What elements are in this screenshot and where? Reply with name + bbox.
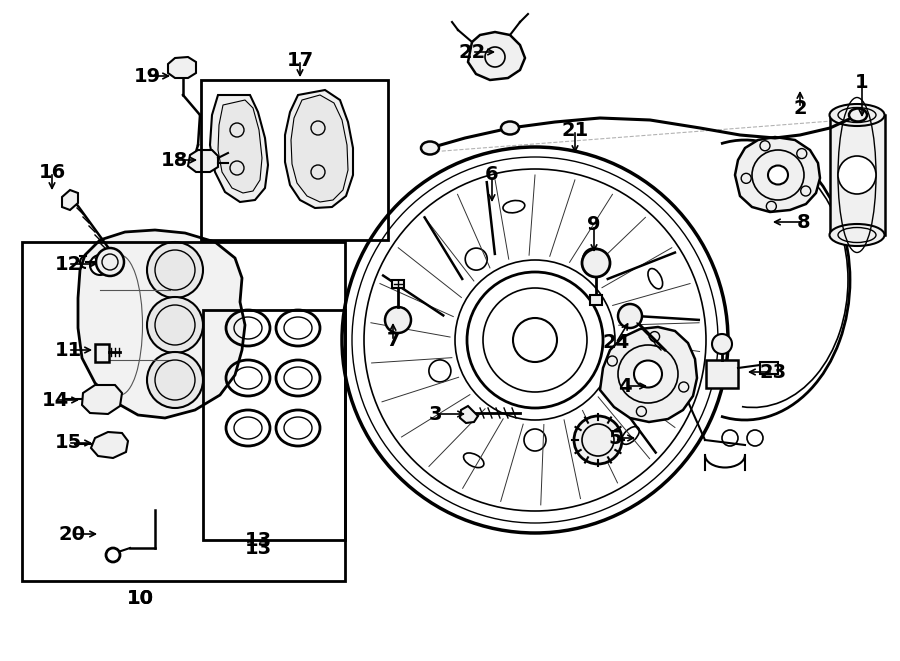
Polygon shape	[600, 327, 697, 422]
Polygon shape	[78, 230, 245, 418]
Polygon shape	[735, 137, 820, 212]
Ellipse shape	[830, 224, 885, 246]
Text: 10: 10	[127, 588, 154, 607]
Circle shape	[90, 255, 110, 275]
Polygon shape	[168, 57, 196, 78]
Polygon shape	[218, 100, 262, 193]
Circle shape	[513, 318, 557, 362]
Circle shape	[96, 248, 124, 276]
Circle shape	[712, 334, 732, 354]
Polygon shape	[210, 95, 268, 202]
Ellipse shape	[421, 141, 439, 155]
Text: 12: 12	[54, 254, 82, 274]
Bar	[392, 280, 404, 288]
Circle shape	[618, 304, 642, 328]
Bar	[201, 80, 388, 240]
Text: 18: 18	[160, 151, 187, 169]
Text: 22: 22	[458, 42, 486, 61]
Polygon shape	[291, 95, 348, 202]
Bar	[830, 115, 885, 235]
Text: 9: 9	[587, 215, 601, 235]
Text: 19: 19	[133, 67, 160, 85]
Text: 21: 21	[562, 120, 589, 139]
Bar	[203, 310, 345, 540]
Polygon shape	[62, 190, 78, 210]
Text: 16: 16	[39, 163, 66, 182]
Text: 1: 1	[855, 73, 868, 91]
Text: 3: 3	[428, 405, 442, 424]
Bar	[706, 360, 738, 388]
Text: 10: 10	[127, 588, 154, 607]
Ellipse shape	[849, 108, 867, 122]
Ellipse shape	[634, 360, 662, 387]
Circle shape	[106, 548, 120, 562]
Text: 6: 6	[485, 165, 499, 184]
Ellipse shape	[830, 104, 885, 126]
Text: 2: 2	[793, 98, 806, 118]
Text: 4: 4	[618, 377, 632, 395]
Circle shape	[582, 249, 610, 277]
Text: 23: 23	[760, 362, 787, 381]
Polygon shape	[82, 385, 122, 414]
Circle shape	[574, 416, 622, 464]
Polygon shape	[460, 406, 478, 423]
Ellipse shape	[501, 122, 519, 134]
Bar	[590, 295, 602, 305]
Text: 8: 8	[797, 212, 811, 231]
Text: 15: 15	[54, 434, 82, 453]
Text: 13: 13	[245, 531, 272, 549]
Text: 14: 14	[41, 391, 68, 410]
Text: 7: 7	[386, 332, 400, 350]
Polygon shape	[285, 90, 353, 208]
Circle shape	[838, 156, 876, 194]
Bar	[22, 242, 345, 581]
Text: 24: 24	[602, 334, 630, 352]
Polygon shape	[188, 150, 218, 172]
Text: 17: 17	[286, 50, 313, 69]
Text: 13: 13	[245, 539, 272, 557]
Circle shape	[147, 352, 203, 408]
Polygon shape	[468, 32, 525, 80]
Circle shape	[385, 307, 411, 333]
Ellipse shape	[768, 165, 788, 184]
Polygon shape	[91, 432, 128, 458]
Text: 20: 20	[58, 524, 86, 543]
Text: 11: 11	[54, 340, 82, 360]
Circle shape	[147, 242, 203, 298]
Text: 5: 5	[608, 428, 622, 447]
Bar	[95, 344, 109, 362]
Circle shape	[147, 297, 203, 353]
Bar	[760, 362, 778, 374]
